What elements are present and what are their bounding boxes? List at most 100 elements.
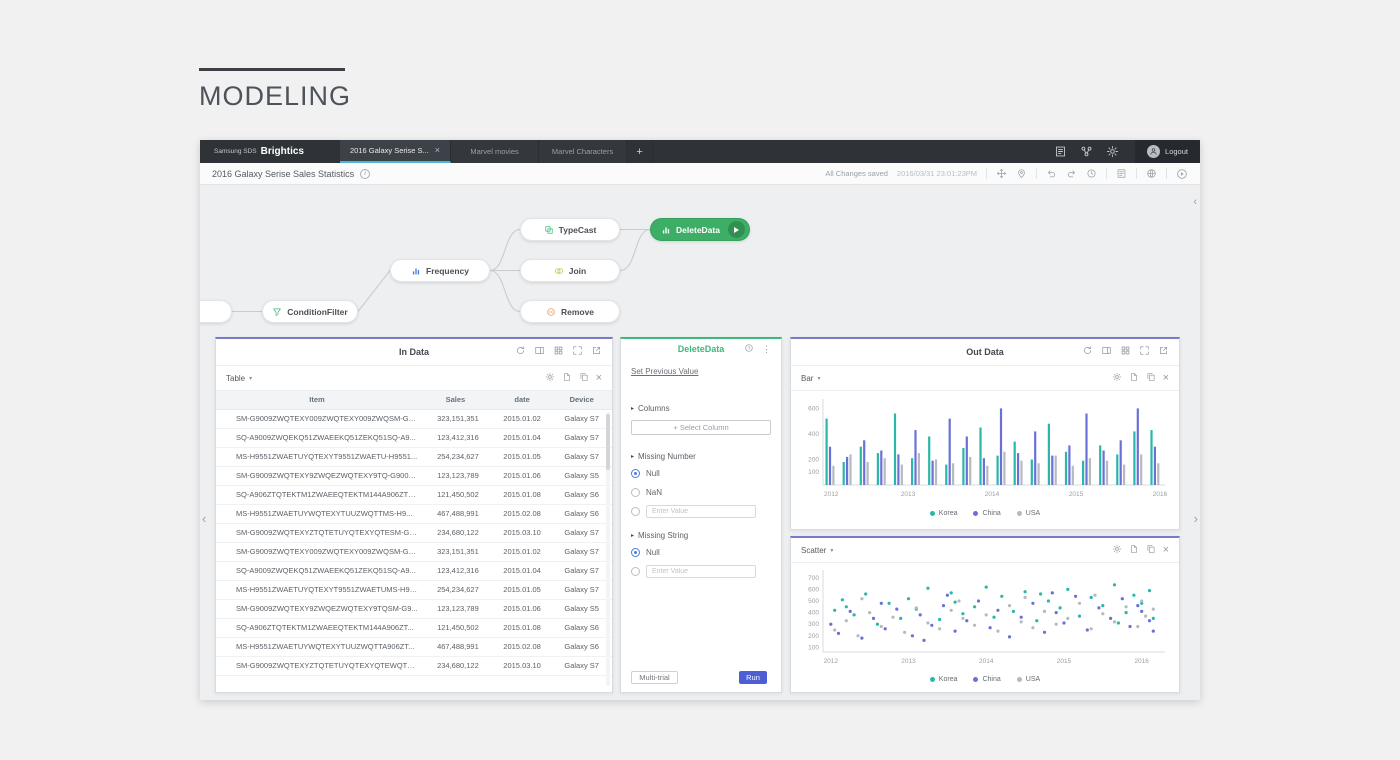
- radio-null-string[interactable]: [631, 548, 640, 557]
- node-frequency[interactable]: Frequency: [390, 259, 490, 282]
- new-tab-button[interactable]: +: [627, 140, 654, 163]
- chart-type-dropdown[interactable]: Bar ▾: [801, 374, 820, 383]
- radio-nan[interactable]: [631, 488, 640, 497]
- scroll-right-chevron[interactable]: ›: [1193, 511, 1198, 526]
- tab-marvel-characters[interactable]: Marvel Characters: [539, 140, 628, 163]
- run-workflow-icon[interactable]: [1176, 168, 1188, 180]
- document-icon[interactable]: [1129, 369, 1139, 387]
- tab-galaxy-statistics[interactable]: 2016 Galaxy Serise S... ×: [340, 140, 452, 163]
- undo-icon[interactable]: [1046, 168, 1057, 179]
- columns-section-header[interactable]: ▸ Columns: [631, 404, 771, 413]
- node-deletedata[interactable]: DeleteData: [650, 218, 750, 241]
- svg-text:100: 100: [808, 644, 819, 651]
- workflow-icon[interactable]: [1080, 145, 1093, 158]
- split-view-icon[interactable]: [1101, 343, 1112, 361]
- table-row[interactable]: SQ-A9009ZWQEKQ51ZWAEEKQ51ZEKQ51SQ-A9... 1…: [216, 561, 612, 581]
- radio-row: Null: [631, 546, 771, 559]
- table-row[interactable]: MS-H9551ZWAETUYQTEXYT9551ZWAETUMS-H95...…: [216, 580, 612, 600]
- legend-item: USA: [1016, 510, 1040, 517]
- kebab-menu-icon[interactable]: ⋮: [762, 343, 771, 354]
- close-icon[interactable]: ×: [1162, 543, 1169, 556]
- report-view-icon[interactable]: [1116, 168, 1127, 179]
- missing-number-section-header[interactable]: ▸ Missing Number: [631, 452, 771, 461]
- table-row[interactable]: SM-G9009ZWQTEXY009ZWQTEXY009ZWQSM-G9... 3…: [216, 542, 612, 562]
- close-icon[interactable]: ×: [434, 145, 441, 155]
- table-row[interactable]: SM-G9009ZWQTEXYZTQTETUYQTEXYQTESM-G9... 2…: [216, 523, 612, 543]
- node-partial[interactable]: [200, 300, 232, 323]
- column-header[interactable]: Sales: [418, 391, 493, 410]
- globe-icon[interactable]: [1146, 168, 1157, 179]
- radio-enter-value-string[interactable]: [631, 567, 640, 576]
- enter-value-number-input[interactable]: [646, 505, 756, 518]
- column-header[interactable]: date: [492, 391, 552, 410]
- set-previous-value-link[interactable]: Set Previous Value: [631, 367, 699, 376]
- scrollbar-thumb[interactable]: [606, 414, 610, 470]
- document-icon[interactable]: [1129, 541, 1139, 559]
- node-conditionfilter[interactable]: ConditionFilter: [262, 300, 358, 323]
- close-icon[interactable]: ×: [1162, 371, 1169, 384]
- workflow-canvas[interactable]: ConditionFilter Frequency TypeCast Join …: [200, 185, 1200, 700]
- collapse-panel-chevron[interactable]: ‹: [1193, 196, 1197, 208]
- column-header[interactable]: Item: [216, 391, 419, 410]
- fullscreen-icon[interactable]: [1139, 343, 1150, 361]
- copy-icon[interactable]: [1146, 369, 1156, 387]
- gear-icon[interactable]: [545, 369, 555, 387]
- table-row[interactable]: MS-H9551ZWAETUYQTEXYT9551ZWAETU-H9551...…: [216, 447, 612, 467]
- report-icon[interactable]: [1054, 145, 1067, 158]
- location-pin-icon[interactable]: [1016, 168, 1027, 179]
- tab-label: 2016 Galaxy Serise S...: [350, 146, 429, 155]
- history-clock-icon[interactable]: [744, 340, 754, 358]
- chevron-down-icon: ▾: [817, 375, 821, 382]
- chart-type-dropdown[interactable]: Scatter ▾: [801, 546, 833, 555]
- table-scrollbar[interactable]: [606, 412, 610, 686]
- radio-label: Null: [646, 469, 660, 478]
- table-row[interactable]: SQ-A9009ZWQEKQ51ZWAEEKQ51ZEKQ51SQ-A9... 1…: [216, 428, 612, 448]
- refresh-icon[interactable]: [515, 343, 526, 361]
- table-row[interactable]: SQ-A906ZTQTEKTM1ZWAEEQTEKTM144A906ZT... 1…: [216, 618, 612, 638]
- grid-view-icon[interactable]: [553, 343, 564, 361]
- radio-null-number[interactable]: [631, 469, 640, 478]
- move-icon[interactable]: [996, 168, 1007, 179]
- table-row[interactable]: MS-H9551ZWAETUYWQTEXYTUUZWQTTA906ZT... 46…: [216, 637, 612, 657]
- close-icon[interactable]: ×: [595, 371, 602, 384]
- open-external-icon[interactable]: [591, 343, 602, 361]
- bar-chart-container: 600 400 200 100 2012 2013 2014 2015 2016: [791, 391, 1179, 505]
- node-run-button[interactable]: [727, 221, 745, 238]
- logout-button[interactable]: Logout: [1135, 140, 1200, 163]
- document-icon[interactable]: [562, 369, 572, 387]
- radio-enter-value-number[interactable]: [631, 507, 640, 516]
- refresh-icon[interactable]: [1082, 343, 1093, 361]
- select-column-button[interactable]: + Select Column: [631, 420, 771, 435]
- info-icon[interactable]: i: [360, 168, 371, 179]
- fullscreen-icon[interactable]: [572, 343, 583, 361]
- column-header[interactable]: Device: [551, 391, 612, 410]
- open-external-icon[interactable]: [1158, 343, 1169, 361]
- view-type-dropdown[interactable]: Table ▾: [226, 374, 252, 383]
- gear-icon[interactable]: [1112, 541, 1122, 559]
- svg-text:2013: 2013: [901, 491, 916, 498]
- settings-gear-icon[interactable]: [1106, 145, 1119, 158]
- brand-logo[interactable]: Samsung SDS Brightics: [200, 140, 340, 163]
- redo-icon[interactable]: [1066, 168, 1077, 179]
- history-clock-icon[interactable]: [1086, 168, 1097, 179]
- run-button[interactable]: Run: [739, 671, 767, 684]
- table-row[interactable]: SM-G9009ZWQTEXYZTQTETUYQTEXYQTEWQTE... 23…: [216, 656, 612, 676]
- table-row[interactable]: SQ-A906ZTQTEKTM1ZWAEEQTEKTM144A906ZTQ...…: [216, 485, 612, 505]
- split-view-icon[interactable]: [534, 343, 545, 361]
- node-remove[interactable]: Remove: [520, 300, 620, 323]
- copy-icon[interactable]: [579, 369, 589, 387]
- node-join[interactable]: Join: [520, 259, 620, 282]
- grid-view-icon[interactable]: [1120, 343, 1131, 361]
- multi-trial-button[interactable]: Multi-trial: [631, 671, 678, 684]
- table-row[interactable]: MS-H9551ZWAETUYWQTEXYTUUZWQTTMS-H9... 467…: [216, 504, 612, 524]
- table-row[interactable]: SM-G9009ZWQTEXY9ZWQEZWQTEXY9TQSM-G9... 12…: [216, 599, 612, 619]
- table-row[interactable]: SM-G9009ZWQTEXY009ZWQTEXY009ZWQSM-G9... 3…: [216, 409, 612, 429]
- gear-icon[interactable]: [1112, 369, 1122, 387]
- copy-icon[interactable]: [1146, 541, 1156, 559]
- tab-marvel-movies[interactable]: Marvel movies: [451, 140, 540, 163]
- scroll-left-chevron[interactable]: ‹: [202, 511, 207, 526]
- table-row[interactable]: SM-G9009ZWQTEXY9ZWQEZWQTEXY9TQ-G9009... 1…: [216, 466, 612, 486]
- missing-string-section-header[interactable]: ▸ Missing String: [631, 531, 771, 540]
- enter-value-string-input[interactable]: [646, 565, 756, 578]
- node-typecast[interactable]: TypeCast: [520, 218, 620, 241]
